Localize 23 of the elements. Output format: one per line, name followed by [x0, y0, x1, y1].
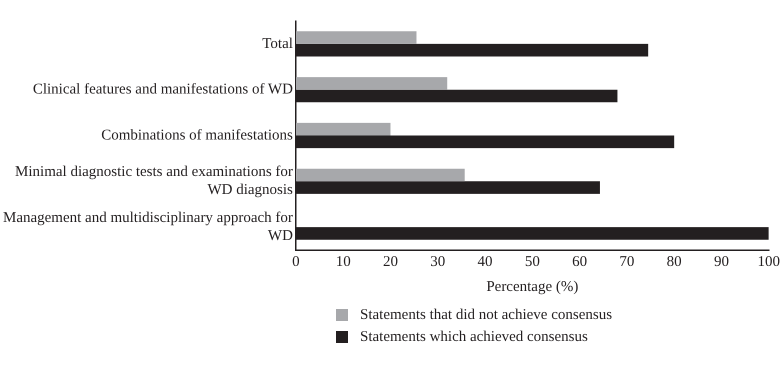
x-tick-label: 90: [714, 254, 729, 270]
x-tick-label: 100: [758, 254, 780, 270]
y-tick-label: Management and multidisciplinary approach for WD: [2, 210, 294, 244]
x-tick-label: 60: [572, 254, 588, 270]
x-tick-label: 20: [382, 254, 398, 270]
bar: [296, 168, 465, 182]
y-tick-label: Clinical features and manifestations of WD: [32, 82, 294, 98]
x-tick-label: 80: [666, 254, 682, 270]
bar: [296, 122, 390, 136]
bar: [296, 77, 448, 90]
legend-label: Statements which achieved consensus: [360, 328, 588, 346]
x-tick-label: 70: [619, 254, 634, 270]
legend-label: Statements that did not achieve consensus: [360, 306, 612, 324]
x-tick-label: 30: [430, 254, 446, 270]
x-tick-label: 0: [292, 254, 300, 270]
x-tick-label: 50: [524, 254, 540, 270]
y-tick-label: Total: [262, 36, 293, 52]
bar: [296, 31, 416, 44]
x-tick-label: 10: [336, 254, 351, 270]
x-tick-label: 40: [478, 254, 493, 270]
y-tick-label: Minimal diagnostic tests and examinations for WD diagnosis: [15, 164, 294, 198]
y-tick-label: Combinations of manifestations: [101, 127, 294, 144]
x-axis-title: Percentage (%): [486, 278, 578, 295]
